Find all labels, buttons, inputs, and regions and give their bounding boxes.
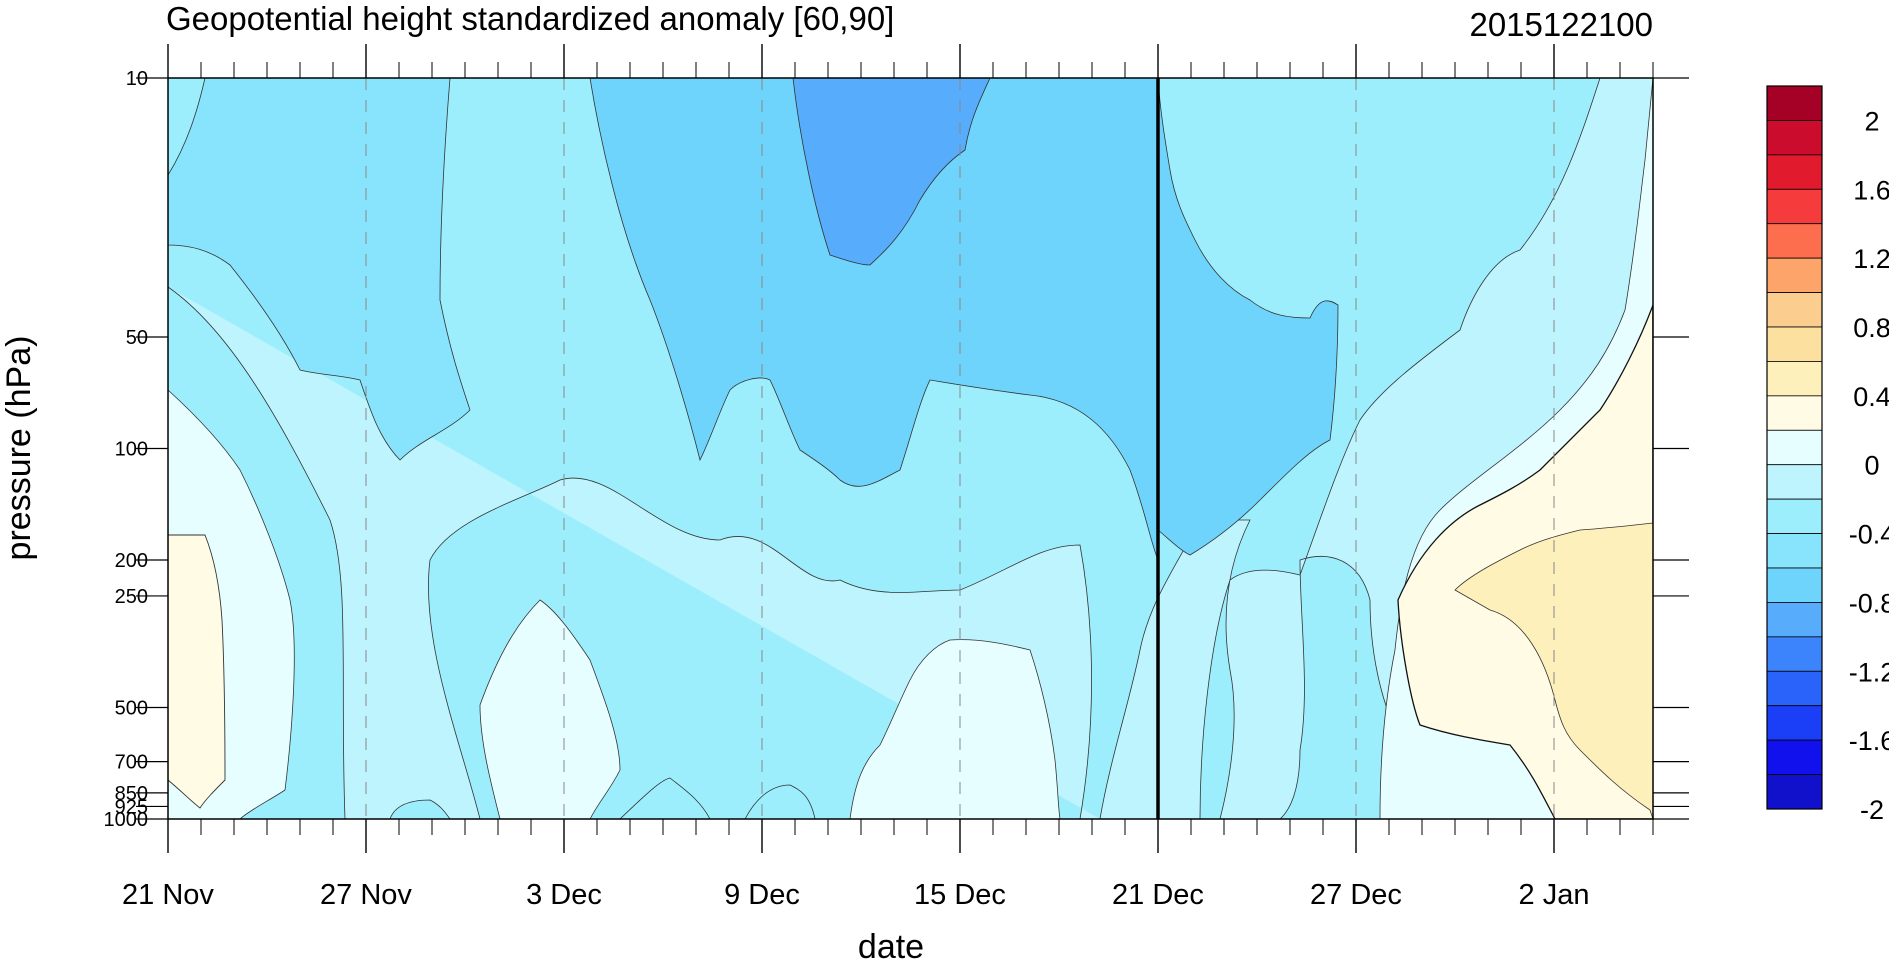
x-tick-label: 27 Nov: [320, 879, 412, 911]
contour-dec-bottom: [619, 777, 816, 819]
contour-3dec-light: [479, 599, 621, 819]
colorbar-swatch: [1766, 705, 1823, 741]
y-tick-label: 500: [115, 697, 148, 719]
x-tick-label: 27 Dec: [1310, 879, 1402, 911]
x-tick-label: 3 Dec: [526, 879, 602, 911]
colorbar-swatch: [1766, 395, 1823, 431]
colorbar-swatch: [1766, 154, 1823, 190]
colorbar-swatch: [1766, 464, 1823, 500]
colorbar-swatch: [1766, 636, 1823, 672]
colorbar-label: -1.6: [1849, 726, 1889, 756]
x-tick-label: 15 Dec: [914, 879, 1006, 911]
colorbar-label: 0.4: [1853, 382, 1889, 412]
contour-right-warm: [1454, 522, 1653, 819]
contour-27nov-island: [389, 799, 451, 819]
contour-right-deep: [1157, 78, 1339, 556]
colorbar-label: -1.2: [1849, 657, 1889, 687]
colorbar-label: -0.4: [1849, 520, 1889, 550]
y-tick-label: 100: [115, 439, 148, 461]
y-tick-label: 850: [115, 783, 148, 805]
colorbar-swatch: [1766, 602, 1823, 638]
colorbar-swatch: [1766, 257, 1823, 293]
x-tick-label: 9 Dec: [724, 879, 800, 911]
y-tick-label: 50: [126, 327, 148, 349]
contour-left-band: [168, 78, 471, 461]
colorbar-swatch: [1766, 326, 1823, 362]
colorbar-label: 1.6: [1853, 175, 1889, 205]
colorbar-swatch: [1766, 498, 1823, 534]
colorbar-swatch: [1766, 120, 1823, 156]
x-axis-label: date: [858, 928, 924, 963]
colorbar-swatch: [1766, 567, 1823, 603]
chart-title: Geopotential height standardized anomaly…: [166, 0, 894, 37]
y-axis-label: pressure (hPa): [0, 336, 38, 561]
colorbar: 2 1.6 1.2 0.8 0.4 0 -0.4 -0.8 -1.2 -1.6 -2: [1766, 85, 1889, 825]
colorbar-swatch: [1766, 774, 1823, 810]
colorbar-swatch: [1766, 188, 1823, 225]
colorbar-label: 2: [1864, 106, 1879, 136]
y-tick-label: 925: [115, 796, 148, 818]
x-axis: 21 Nov 27 Nov 3 Dec 9 Dec 15 Dec 21 Dec 27 Dec…: [122, 44, 1654, 911]
colorbar-label: 1.2: [1853, 244, 1889, 274]
x-tick-label: 21 Nov: [122, 879, 214, 911]
contour-deep-pocket: [792, 78, 991, 266]
colorbar-label: 0.8: [1853, 313, 1889, 343]
y-tick-label: 250: [115, 586, 148, 608]
colorbar-label: 0: [1864, 451, 1879, 481]
colorbar-frame: [1766, 85, 1823, 810]
contour-15dec-light: [849, 639, 1061, 819]
colorbar-swatch: [1766, 85, 1823, 121]
y-tick-label: 1000: [104, 809, 149, 831]
colorbar-swatch: [1766, 670, 1823, 707]
colorbar-swatch: [1766, 429, 1823, 466]
colorbar-label: -0.8: [1849, 588, 1889, 618]
contour-plot: [168, 78, 1653, 819]
x-tick-label: 21 Dec: [1112, 879, 1204, 911]
colorbar-swatch: [1766, 361, 1823, 397]
colorbar-label: -2: [1860, 795, 1884, 825]
y-tick-label: 10: [126, 68, 148, 90]
colorbar-swatch: [1766, 292, 1823, 328]
y-tick-label: 200: [115, 550, 148, 572]
colorbar-swatch: [1766, 739, 1823, 775]
colorbar-swatch: [1766, 223, 1823, 259]
y-tick-label: 700: [115, 752, 148, 774]
contour-left-positive: [168, 534, 226, 809]
date-label: 2015122100: [1469, 6, 1653, 43]
colorbar-swatch: [1766, 533, 1823, 569]
contour-upper-pocket: [589, 78, 1159, 561]
x-tick-label: 2 Jan: [1519, 879, 1590, 911]
date-gridlines: [365, 78, 1555, 819]
